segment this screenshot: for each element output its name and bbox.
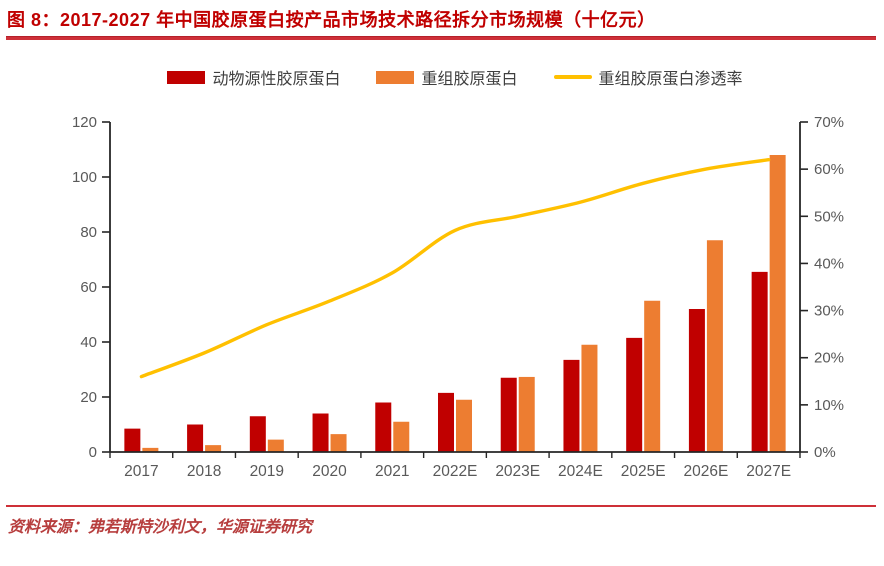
bar-recombinant-collagen-2027E <box>769 155 786 452</box>
bar-recombinant-collagen-2021 <box>393 421 410 452</box>
right-axis-tick-label: 60% <box>814 161 844 178</box>
right-axis-tick-label: 40% <box>814 255 844 272</box>
right-axis-tick-label: 50% <box>814 208 844 225</box>
bar-recombinant-collagen-2020 <box>330 434 347 452</box>
bar-recombinant-collagen-2026E <box>706 240 723 452</box>
bar-recombinant-collagen-2023E <box>518 376 535 452</box>
bar-recombinant-collagen-2018 <box>205 445 222 452</box>
legend-swatch-recombinant-collagen <box>376 70 415 84</box>
right-axis-tick-label: 20% <box>814 350 844 367</box>
bar-recombinant-collagen-2019 <box>267 439 284 452</box>
left-axis-tick-label: 60 <box>80 279 97 296</box>
bar-animal-collagen-2024E <box>563 359 580 452</box>
x-axis-category-label: 2017 <box>124 463 158 480</box>
x-axis-category-label: 2026E <box>683 463 728 480</box>
collagen-market-chart: 0 20 40 60 80 100 120 0% 10% 20% 30% 40% 50% 60% 70% 20… <box>72 114 844 480</box>
bar-animal-collagen-2017 <box>124 428 141 452</box>
bar-recombinant-collagen-2024E <box>581 344 598 452</box>
bar-recombinant-collagen-2017 <box>142 447 159 452</box>
left-axis-tick-label: 120 <box>72 114 97 131</box>
legend-swatch-animal-collagen <box>167 70 206 84</box>
chart-legend: 动物源性胶原蛋白 重组胶原蛋白 重组胶原蛋白渗透率 <box>110 66 800 88</box>
bar-animal-collagen-2021 <box>375 402 392 452</box>
legend-swatch-penetration-line <box>553 75 592 79</box>
x-axis-category-label: 2022E <box>433 463 478 480</box>
left-axis-tick-label: 40 <box>80 334 97 351</box>
penetration-rate-line <box>139 158 771 379</box>
bar-animal-collagen-2019 <box>249 416 266 452</box>
x-axis-category-label: 2024E <box>558 463 603 480</box>
bar-animal-collagen-2025E <box>626 337 643 452</box>
legend-label-recombinant-collagen: 重组胶原蛋白 <box>421 71 518 88</box>
right-axis-tick-label: 10% <box>814 397 844 414</box>
x-axis-category-label: 2027E <box>746 463 791 480</box>
left-axis-tick-label: 80 <box>80 224 97 241</box>
left-axis-tick-label: 20 <box>80 389 97 406</box>
right-axis-tick-label: 70% <box>814 114 844 131</box>
legend-item-animal-collagen: 动物源性胶原蛋白 <box>167 65 340 89</box>
legend-label-animal-collagen: 动物源性胶原蛋白 <box>212 71 341 88</box>
x-axis-category-label: 2020 <box>312 463 347 480</box>
right-axis-tick-label: 30% <box>814 303 844 320</box>
left-axis-tick-label: 0 <box>89 444 97 461</box>
x-axis-category-label: 2025E <box>621 463 666 480</box>
source-note: 资料来源：弗若斯特沙利文，华源证券研究 <box>8 517 313 536</box>
bar-animal-collagen-2023E <box>500 377 517 452</box>
x-axis-category-label: 2018 <box>187 463 221 480</box>
bar-recombinant-collagen-2025E <box>644 300 661 452</box>
left-axis-tick-label: 100 <box>72 169 97 186</box>
bar-animal-collagen-2026E <box>688 309 705 452</box>
title-divider <box>6 36 876 40</box>
bar-animal-collagen-2018 <box>187 424 204 452</box>
bar-animal-collagen-2022E <box>438 392 454 452</box>
bar-animal-collagen-2027E <box>751 271 768 452</box>
bar-animal-collagen-2020 <box>312 413 329 452</box>
x-axis-category-label: 2023E <box>495 463 540 480</box>
right-axis-tick-label: 0% <box>814 444 836 461</box>
legend-item-penetration-rate: 重组胶原蛋白渗透率 <box>553 65 743 89</box>
figure-title: 图 8：2017-2027 年中国胶原蛋白按产品市场技术路径拆分市场规模（十亿元… <box>7 10 656 30</box>
legend-label-penetration-rate: 重组胶原蛋白渗透率 <box>598 71 743 88</box>
legend-item-recombinant-collagen: 重组胶原蛋白 <box>376 65 518 89</box>
x-axis-category-label: 2019 <box>250 463 284 480</box>
footer-divider <box>6 505 876 507</box>
x-axis-category-label: 2021 <box>375 463 409 480</box>
bar-recombinant-collagen-2022E <box>456 399 472 452</box>
